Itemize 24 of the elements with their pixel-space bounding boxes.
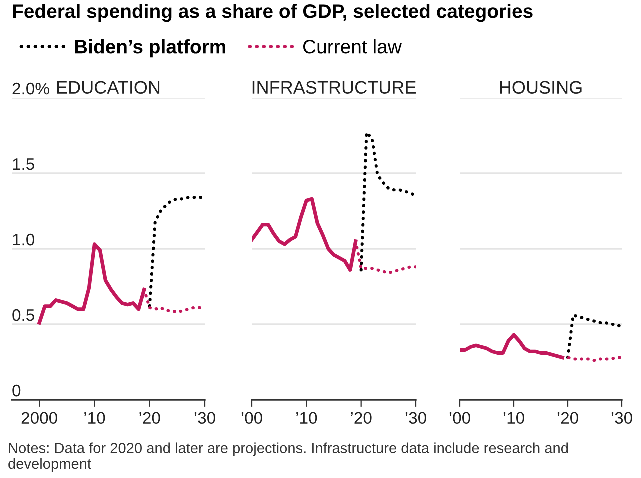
x-tick-label: ’20: [140, 412, 160, 424]
text: Federal spending as a share of GDP, selected categories: [13, 4, 533, 22]
y-tick-label: 1.0: [13, 234, 35, 246]
x-tick-label: ’30: [194, 412, 216, 424]
y-tick-label: 2.0%: [12, 82, 50, 95]
y-tick-label: 0: [12, 384, 21, 397]
x-tick-label: ’00: [450, 412, 470, 424]
y-tick-label: 0.5: [12, 309, 34, 322]
x-tick-label: 2000: [22, 412, 58, 424]
x-tick-label: ’20: [558, 412, 578, 424]
x-tick-label: ’00: [242, 412, 262, 424]
chart-subtitle: EDUCATION: [57, 81, 160, 94]
chart-subtitle: HOUSING: [500, 81, 582, 94]
text: Notes: Data for 2020 and later are projections. Infrastructure data include research and development: [8, 442, 568, 472]
x-tick-label: ’10: [504, 412, 524, 424]
x-tick-label: ’20: [351, 412, 372, 424]
legend-label: Biden’s platform: [75, 40, 226, 58]
x-tick-label: ’30: [612, 412, 632, 424]
x-tick-label: ’10: [84, 412, 106, 424]
chart-subtitle: INFRASTRUCTURE: [252, 81, 416, 94]
y-tick-label: 1.5: [13, 158, 34, 170]
x-tick-label: ’30: [406, 412, 426, 424]
x-tick-label: ’10: [296, 412, 318, 424]
legend-label: Current law: [303, 40, 402, 54]
